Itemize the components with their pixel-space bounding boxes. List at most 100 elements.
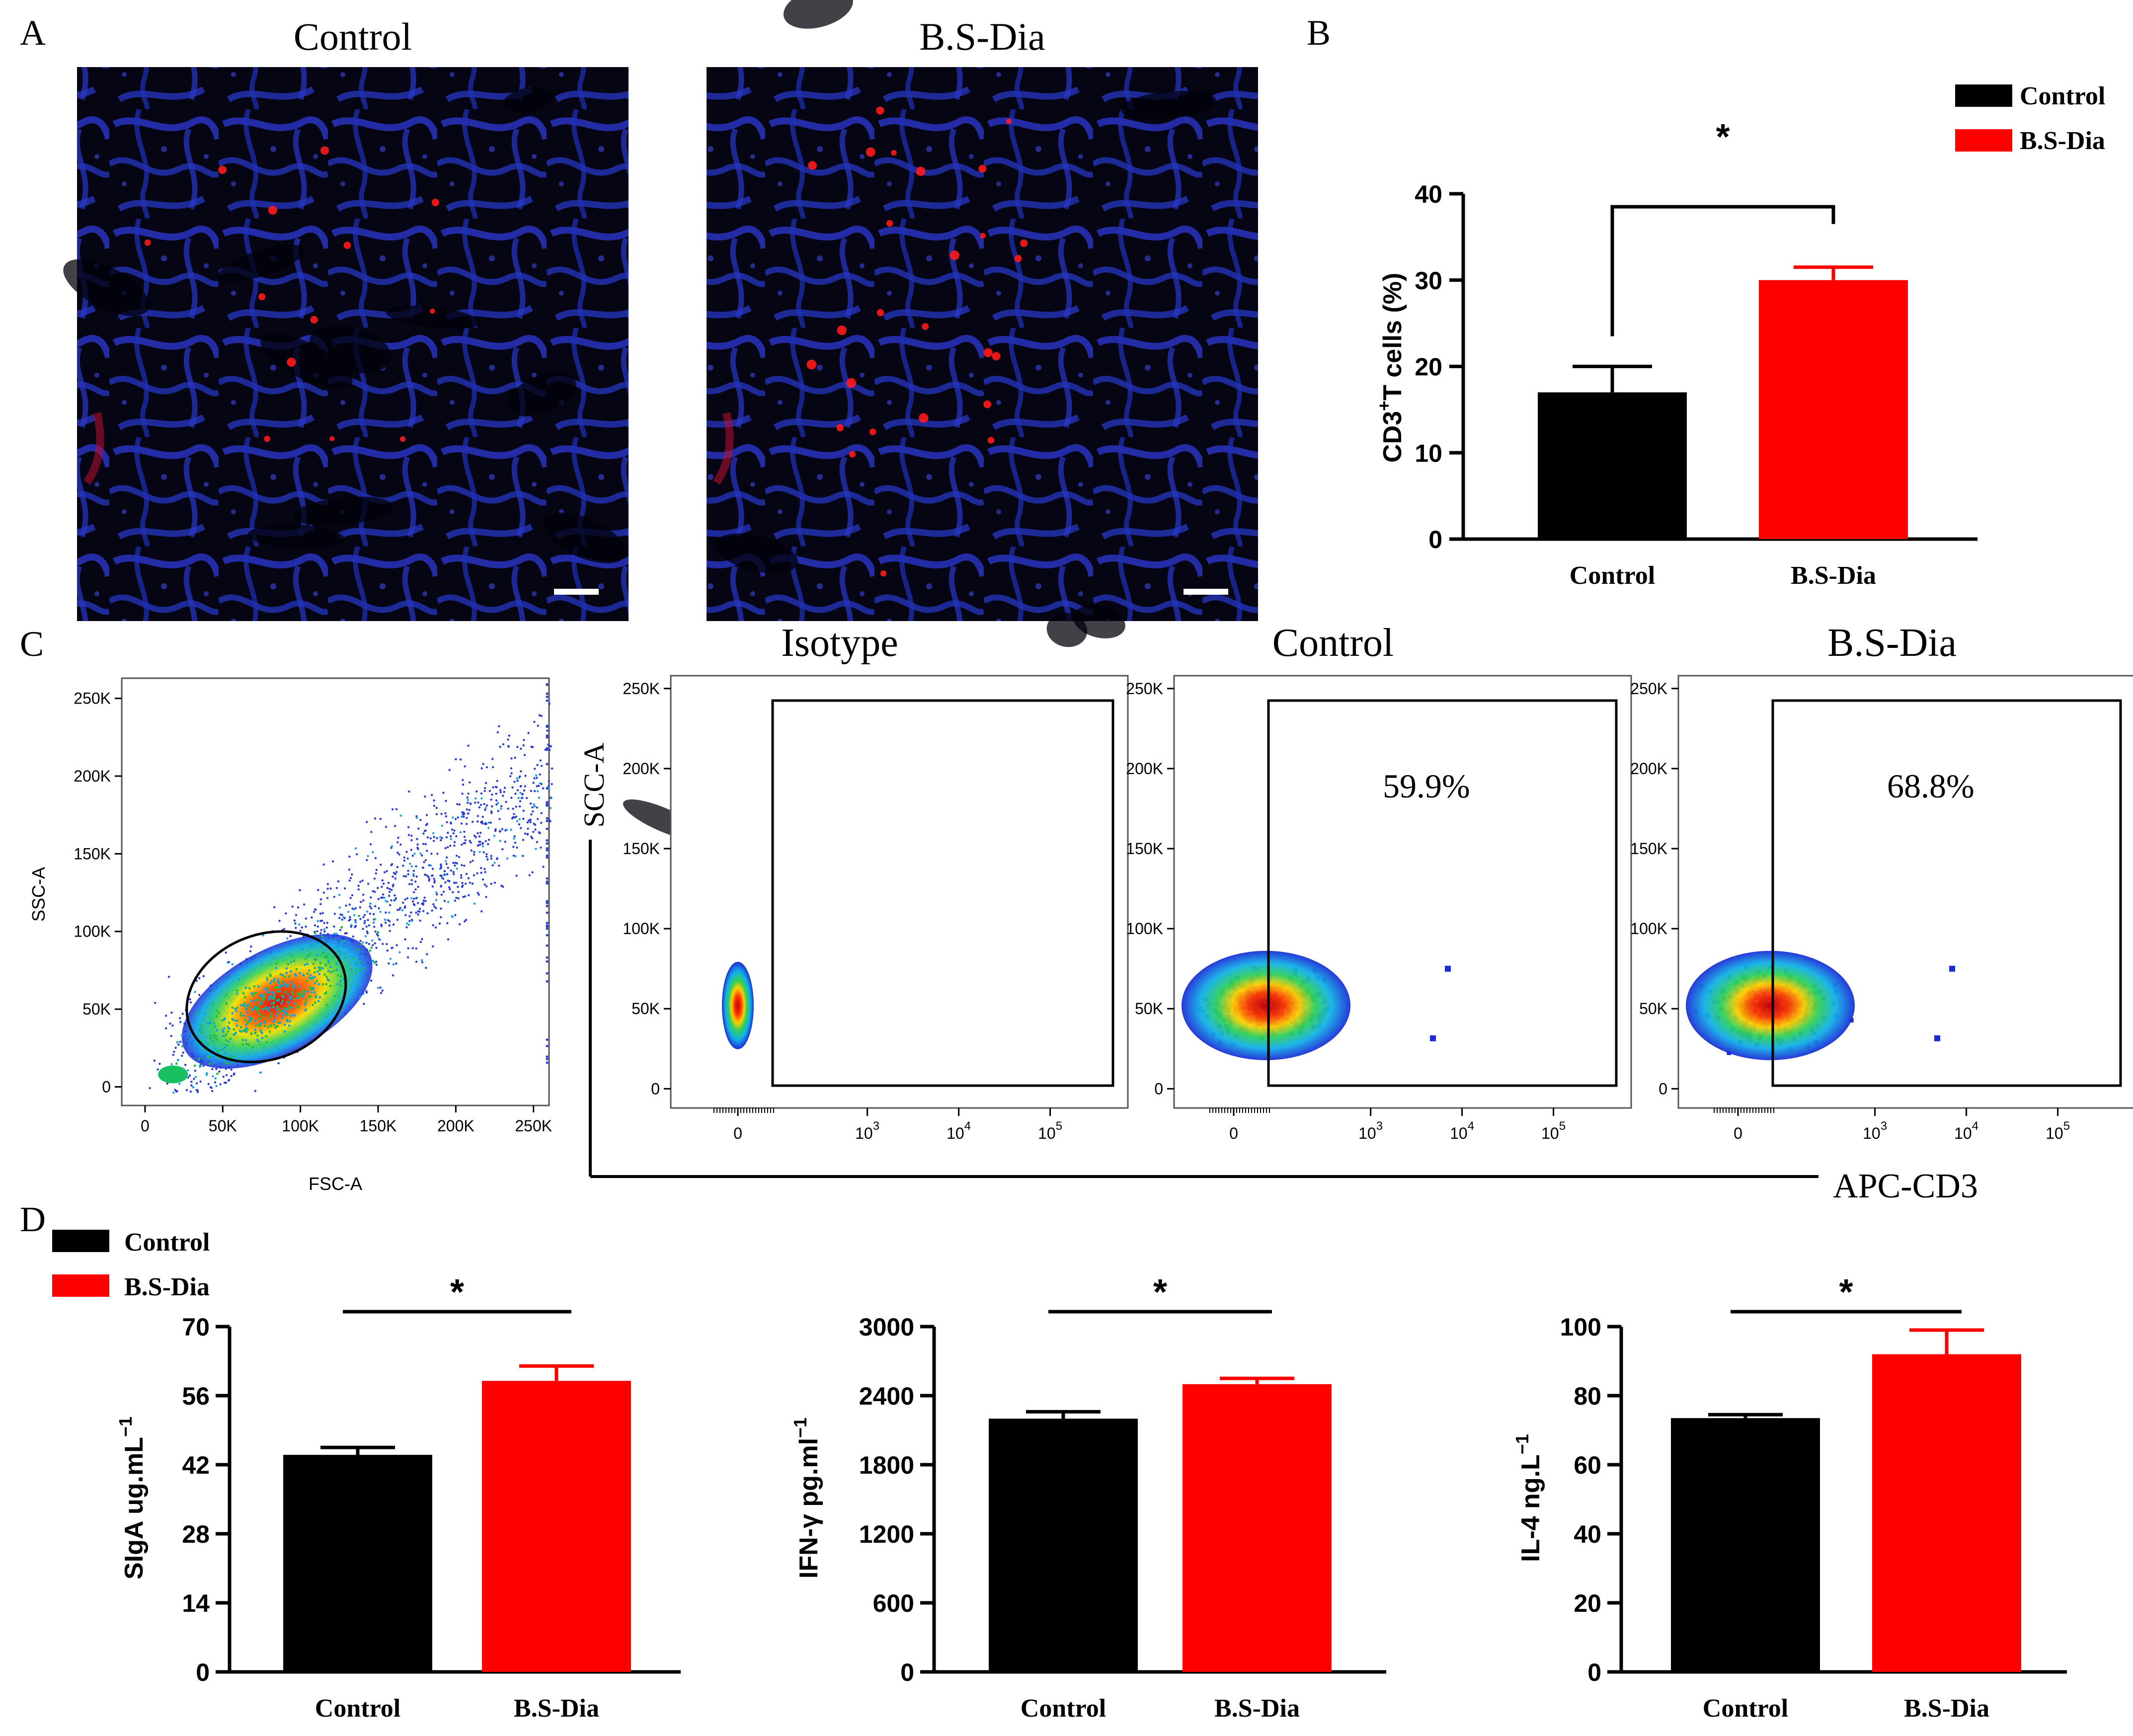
event bbox=[460, 843, 463, 846]
y-tick-label: 250K bbox=[74, 690, 111, 708]
event bbox=[468, 894, 470, 896]
event bbox=[444, 812, 447, 815]
event bbox=[465, 872, 468, 875]
event bbox=[490, 810, 493, 813]
event bbox=[390, 864, 393, 867]
event bbox=[500, 884, 503, 887]
event bbox=[453, 873, 455, 875]
event bbox=[481, 878, 484, 881]
event bbox=[230, 1075, 233, 1077]
event bbox=[394, 877, 396, 880]
event bbox=[170, 1011, 173, 1014]
event bbox=[399, 907, 401, 909]
event bbox=[526, 833, 529, 836]
event bbox=[351, 873, 353, 876]
event bbox=[394, 825, 396, 827]
event bbox=[546, 827, 549, 830]
event bbox=[408, 915, 411, 918]
event bbox=[254, 1006, 257, 1008]
event bbox=[480, 910, 483, 913]
edge-stain bbox=[83, 412, 104, 485]
event bbox=[375, 872, 377, 875]
event bbox=[461, 792, 464, 795]
event bbox=[546, 972, 549, 975]
event bbox=[250, 992, 253, 995]
event bbox=[523, 739, 525, 741]
y-tick-label: 150K bbox=[1126, 840, 1163, 858]
edge-stain bbox=[713, 412, 734, 485]
category-label: Control bbox=[1570, 561, 1655, 590]
event bbox=[518, 823, 521, 826]
event bbox=[546, 934, 549, 937]
event bbox=[321, 983, 324, 986]
event bbox=[438, 922, 441, 925]
event bbox=[326, 953, 329, 956]
event bbox=[480, 871, 482, 874]
event bbox=[434, 926, 437, 929]
event bbox=[375, 947, 378, 949]
y-tick-label: 0 bbox=[196, 1658, 210, 1686]
event bbox=[238, 1029, 241, 1032]
event bbox=[445, 863, 448, 866]
event bbox=[546, 736, 549, 739]
event bbox=[496, 857, 499, 860]
legend-label: B.S-Dia bbox=[2020, 127, 2105, 155]
event bbox=[484, 840, 487, 843]
y-axis-label-sup: + bbox=[1374, 400, 1394, 411]
event bbox=[497, 809, 499, 812]
cd3-positive-cell bbox=[866, 147, 875, 157]
event bbox=[282, 994, 285, 997]
event bbox=[348, 856, 351, 858]
event bbox=[529, 821, 532, 824]
event bbox=[248, 1020, 251, 1022]
event bbox=[266, 976, 269, 979]
event bbox=[532, 831, 535, 833]
y-tick-label: 50K bbox=[82, 1000, 111, 1018]
event bbox=[250, 945, 252, 948]
event bbox=[315, 994, 317, 997]
event bbox=[273, 980, 276, 983]
event bbox=[510, 796, 513, 799]
event bbox=[293, 959, 296, 962]
y-tick-label: 100K bbox=[1630, 920, 1667, 938]
event bbox=[333, 995, 336, 998]
y-tick-label: 100 bbox=[1560, 1313, 1601, 1341]
panel-a-letter: A bbox=[20, 13, 46, 53]
event bbox=[373, 926, 376, 928]
event bbox=[389, 957, 392, 960]
event bbox=[319, 932, 322, 935]
event bbox=[415, 875, 418, 878]
event bbox=[440, 813, 443, 815]
event bbox=[546, 842, 549, 845]
event bbox=[370, 946, 373, 949]
event bbox=[488, 838, 490, 841]
lumen bbox=[218, 244, 305, 282]
event bbox=[212, 1003, 215, 1006]
event bbox=[546, 901, 549, 904]
event bbox=[349, 876, 352, 879]
event bbox=[275, 1026, 278, 1028]
event bbox=[412, 869, 415, 872]
event bbox=[546, 1044, 549, 1047]
event bbox=[204, 1013, 207, 1016]
event bbox=[374, 918, 377, 921]
event bbox=[236, 989, 239, 992]
event bbox=[325, 1003, 328, 1006]
event bbox=[292, 984, 295, 987]
event bbox=[367, 919, 369, 921]
event bbox=[498, 818, 501, 820]
event bbox=[318, 972, 321, 975]
event bbox=[364, 935, 367, 938]
event bbox=[479, 831, 482, 834]
event bbox=[491, 766, 494, 769]
y-tick-label: 14 bbox=[182, 1589, 210, 1617]
event bbox=[217, 1049, 219, 1052]
y-tick-label: 40 bbox=[1415, 180, 1442, 208]
event bbox=[263, 988, 266, 991]
event bbox=[461, 815, 463, 818]
event bbox=[485, 856, 488, 858]
y-tick-label: 40 bbox=[1574, 1520, 1601, 1548]
event bbox=[384, 918, 387, 921]
event bbox=[229, 1037, 232, 1040]
event bbox=[518, 805, 521, 808]
